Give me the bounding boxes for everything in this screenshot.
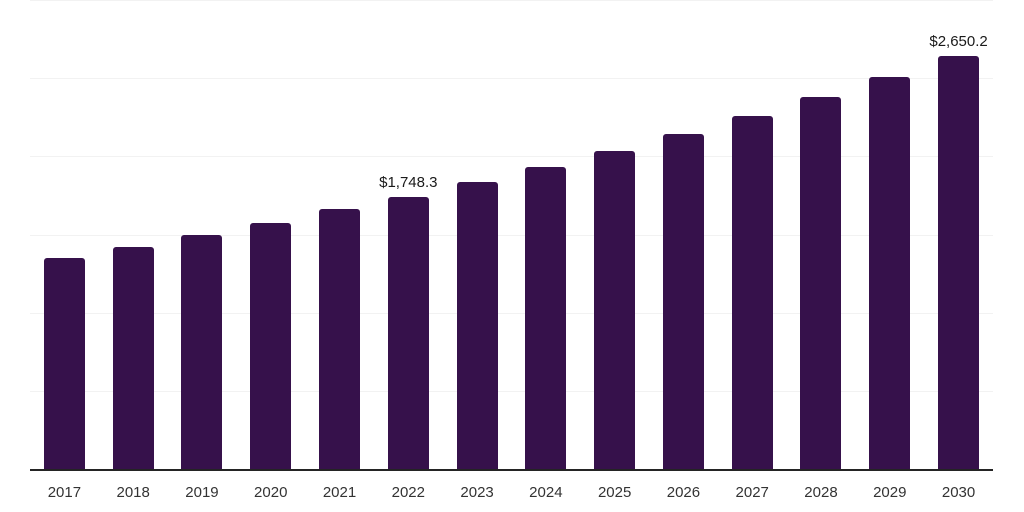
x-tick-label-2025: 2025 bbox=[597, 484, 632, 501]
data-label-2030: $2,650.2 bbox=[929, 32, 988, 50]
bar-2020 bbox=[250, 222, 292, 470]
bar-slot-2030: $2,650.2 bbox=[924, 1, 993, 470]
bar-slot-2023 bbox=[443, 1, 512, 470]
gridline-1000 bbox=[30, 312, 993, 314]
bar-slot-2025 bbox=[580, 1, 649, 470]
bar-2029 bbox=[869, 76, 911, 470]
x-axis-tick-labels: 2017 2018 2019 2020 2021 2022 2023 2024 2025 2026… bbox=[30, 483, 993, 503]
bar-slot-2021 bbox=[305, 1, 374, 470]
bar-slot-2028 bbox=[787, 1, 856, 470]
x-tick-label-2021: 2021 bbox=[322, 484, 357, 501]
x-tick-label-2024: 2024 bbox=[529, 484, 563, 501]
gridline-1500 bbox=[30, 234, 993, 236]
bar-2021 bbox=[319, 208, 361, 470]
bar-slot-2029 bbox=[855, 1, 924, 470]
x-tick-label-2026: 2026 bbox=[666, 484, 701, 501]
bar-2018 bbox=[112, 246, 154, 470]
x-tick-label-2019: 2019 bbox=[185, 484, 219, 501]
bar-slot-2026 bbox=[649, 1, 718, 470]
x-tick-label-2018: 2018 bbox=[116, 484, 150, 501]
x-tick-label-2027: 2027 bbox=[735, 484, 769, 501]
bars-row: $1,748.3 $2,650.2 bbox=[30, 1, 993, 470]
bar-slot-2024 bbox=[511, 1, 580, 470]
x-tick-label-2020: 2020 bbox=[254, 484, 288, 501]
bar-slot-2019 bbox=[168, 1, 237, 470]
x-tick-label-2023: 2023 bbox=[460, 484, 494, 501]
bar-2025 bbox=[594, 151, 636, 470]
bar-slot-2022: $1,748.3 bbox=[374, 1, 443, 470]
bar-slot-2027 bbox=[718, 1, 787, 470]
bar-2019 bbox=[181, 234, 223, 470]
x-tick-label-2028: 2028 bbox=[804, 484, 838, 501]
x-tick-label-2029: 2029 bbox=[873, 484, 907, 501]
x-tick-label-2017: 2017 bbox=[47, 484, 82, 501]
bar-slot-2017 bbox=[30, 1, 99, 470]
gridline-2500 bbox=[30, 78, 993, 80]
gridline-2000 bbox=[30, 156, 993, 158]
bar-slot-2018 bbox=[99, 1, 168, 470]
data-label-2022: $1,748.3 bbox=[379, 173, 438, 191]
bar-2022 bbox=[387, 196, 429, 470]
gridline-500 bbox=[30, 390, 993, 392]
x-tick-label-2030: 2030 bbox=[941, 484, 976, 501]
bar-2023 bbox=[456, 181, 498, 470]
bar-2024 bbox=[525, 166, 567, 470]
bar-2027 bbox=[731, 116, 773, 470]
x-axis-line bbox=[30, 469, 993, 471]
x-tick-label-2022: 2022 bbox=[391, 484, 425, 501]
bar-2030 bbox=[938, 55, 980, 470]
bar-2026 bbox=[662, 134, 704, 470]
plot-area: $1,748.3 $2,650.2 bbox=[30, 0, 993, 470]
bar-2017 bbox=[43, 257, 85, 470]
bar-slot-2020 bbox=[236, 1, 305, 470]
gridline-3000 bbox=[30, 0, 993, 1]
bar-2028 bbox=[800, 97, 842, 470]
